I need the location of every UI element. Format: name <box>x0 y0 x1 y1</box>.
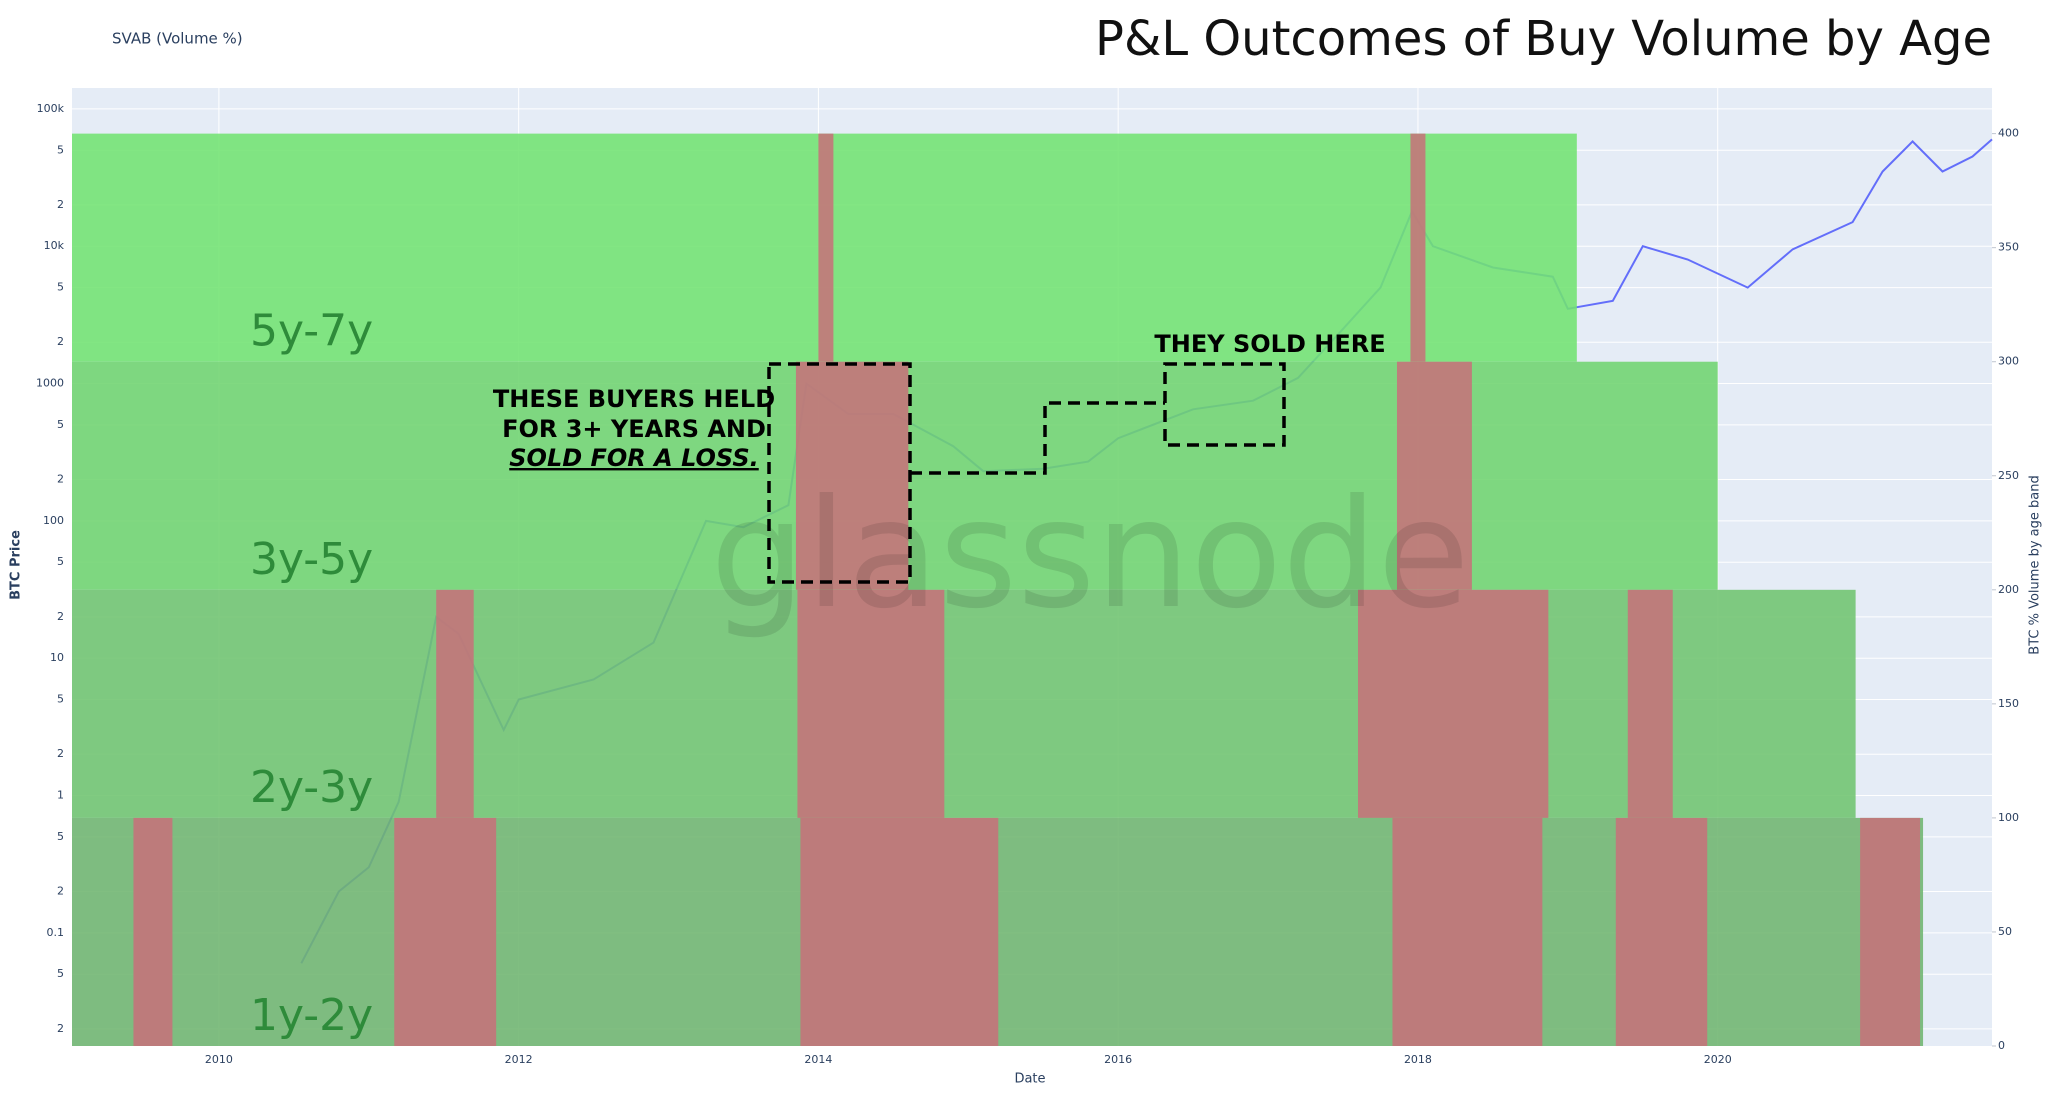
annotation: THESE BUYERS HELD <box>493 385 775 413</box>
y2-tick-label: 350 <box>1998 241 2019 254</box>
y-tick-label: 1 <box>57 789 64 802</box>
loss-period <box>797 589 945 818</box>
loss-period <box>795 361 909 590</box>
band-label: 1y-2y <box>250 990 373 1041</box>
y-tick-label: 10k <box>44 239 65 252</box>
y2-tick-label: 100 <box>1998 811 2019 824</box>
y-tick-label: 2 <box>57 1022 64 1035</box>
y2-tick-label: 200 <box>1998 583 2019 596</box>
loss-period <box>436 589 474 818</box>
y-tick-label: 5 <box>57 830 64 843</box>
loss-period <box>1627 589 1673 818</box>
sold-box <box>1163 362 1286 447</box>
connector <box>910 401 1165 475</box>
x-tick-label: 2014 <box>804 1053 832 1066</box>
y-tick-label: 5 <box>57 693 64 706</box>
y-tick-label: 2 <box>57 885 64 898</box>
y2-tick-label: 150 <box>1998 697 2019 710</box>
loss-period <box>1392 817 1543 1046</box>
band-label: 5y-7y <box>250 306 373 357</box>
y-tick-label: 5 <box>57 418 64 431</box>
y-tick-label: 100 <box>43 514 64 527</box>
y-tick-label: 0.1 <box>47 926 65 939</box>
loss-period <box>818 133 834 362</box>
watermark: glassnode <box>710 468 1469 642</box>
annotation: SOLD FOR A LOSS. <box>509 444 759 472</box>
x-tick-label: 2012 <box>505 1053 533 1066</box>
y-tick-label: 100k <box>37 102 65 115</box>
y-tick-label: 2 <box>57 747 64 760</box>
band-layer: 5y-7y 3y-5y 2y-3y 1y-2y <box>72 133 1924 1046</box>
loss-period <box>1357 589 1549 818</box>
y-axis-label: BTC Price <box>9 530 24 600</box>
y-tick-label: 5 <box>57 143 64 156</box>
y-tick-label: 5 <box>57 281 64 294</box>
x-tick-label: 2020 <box>1704 1053 1732 1066</box>
loss-period <box>800 817 999 1046</box>
annotation: THEY SOLD HERE <box>1154 330 1385 358</box>
annotation: FOR 3+ YEARS AND <box>502 415 766 443</box>
band-label: 3y-5y <box>250 534 373 585</box>
y2-tick-label: 300 <box>1998 355 2019 368</box>
chart-title: P&L Outcomes of Buy Volume by Age <box>1095 11 1992 67</box>
y2-tick-label: 0 <box>1998 1039 2005 1052</box>
loss-period <box>133 817 173 1046</box>
y2-tick-label: 400 <box>1998 127 2019 140</box>
annotation-boxes <box>767 362 1286 584</box>
y-tick-label: 2 <box>57 610 64 623</box>
y-tick-label: 2 <box>57 198 64 211</box>
y-tick-label: 1000 <box>36 377 64 390</box>
subtitle: SVAB (Volume %) <box>112 30 243 48</box>
age-band <box>72 589 1856 818</box>
y-tick-label: 5 <box>57 967 64 980</box>
band-label: 2y-3y <box>250 762 373 813</box>
loss-period <box>1860 817 1921 1046</box>
y-tick-label: 5 <box>57 555 64 568</box>
loss-period <box>394 817 497 1046</box>
x-tick-label: 2018 <box>1404 1053 1432 1066</box>
x-tick-label: 2010 <box>205 1053 233 1066</box>
y-tick-label: 2 <box>57 335 64 348</box>
y-tick-label: 2 <box>57 473 64 486</box>
x-tick-label: 2016 <box>1104 1053 1132 1066</box>
x-axis-label: Date <box>1014 1072 1045 1087</box>
loss-period <box>1396 361 1472 590</box>
loss-period <box>1410 133 1426 362</box>
y2-tick-label: 50 <box>1998 925 2012 938</box>
loss-period <box>1615 817 1708 1046</box>
y-tick-label: 10 <box>50 651 64 664</box>
y2-axis-label: BTC % Volume by age band <box>2028 475 2043 654</box>
y2-tick-label: 250 <box>1998 469 2019 482</box>
